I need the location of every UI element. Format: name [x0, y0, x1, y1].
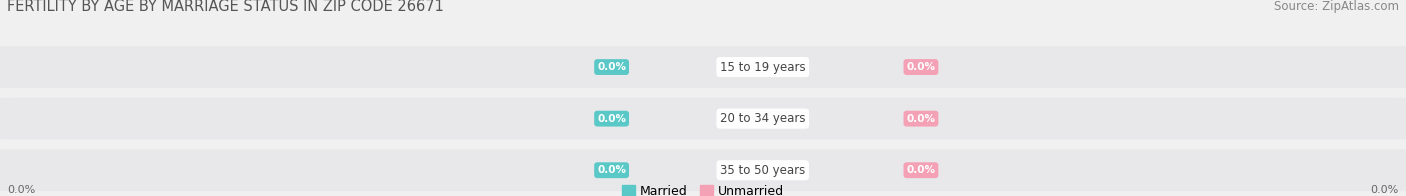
FancyBboxPatch shape	[0, 46, 1406, 88]
Text: 20 to 34 years: 20 to 34 years	[720, 112, 806, 125]
FancyBboxPatch shape	[0, 98, 1406, 140]
Text: 0.0%: 0.0%	[907, 165, 935, 175]
Text: Source: ZipAtlas.com: Source: ZipAtlas.com	[1274, 0, 1399, 13]
Text: 0.0%: 0.0%	[907, 114, 935, 124]
Text: 15 to 19 years: 15 to 19 years	[720, 61, 806, 74]
Legend: Married, Unmarried: Married, Unmarried	[623, 185, 783, 196]
Text: 0.0%: 0.0%	[598, 114, 626, 124]
Text: 0.0%: 0.0%	[598, 62, 626, 72]
Text: FERTILITY BY AGE BY MARRIAGE STATUS IN ZIP CODE 26671: FERTILITY BY AGE BY MARRIAGE STATUS IN Z…	[7, 0, 444, 14]
FancyBboxPatch shape	[0, 149, 1406, 191]
Text: 0.0%: 0.0%	[598, 165, 626, 175]
Text: 0.0%: 0.0%	[7, 185, 35, 195]
Text: 0.0%: 0.0%	[907, 62, 935, 72]
Text: 35 to 50 years: 35 to 50 years	[720, 164, 806, 177]
Text: 0.0%: 0.0%	[1371, 185, 1399, 195]
